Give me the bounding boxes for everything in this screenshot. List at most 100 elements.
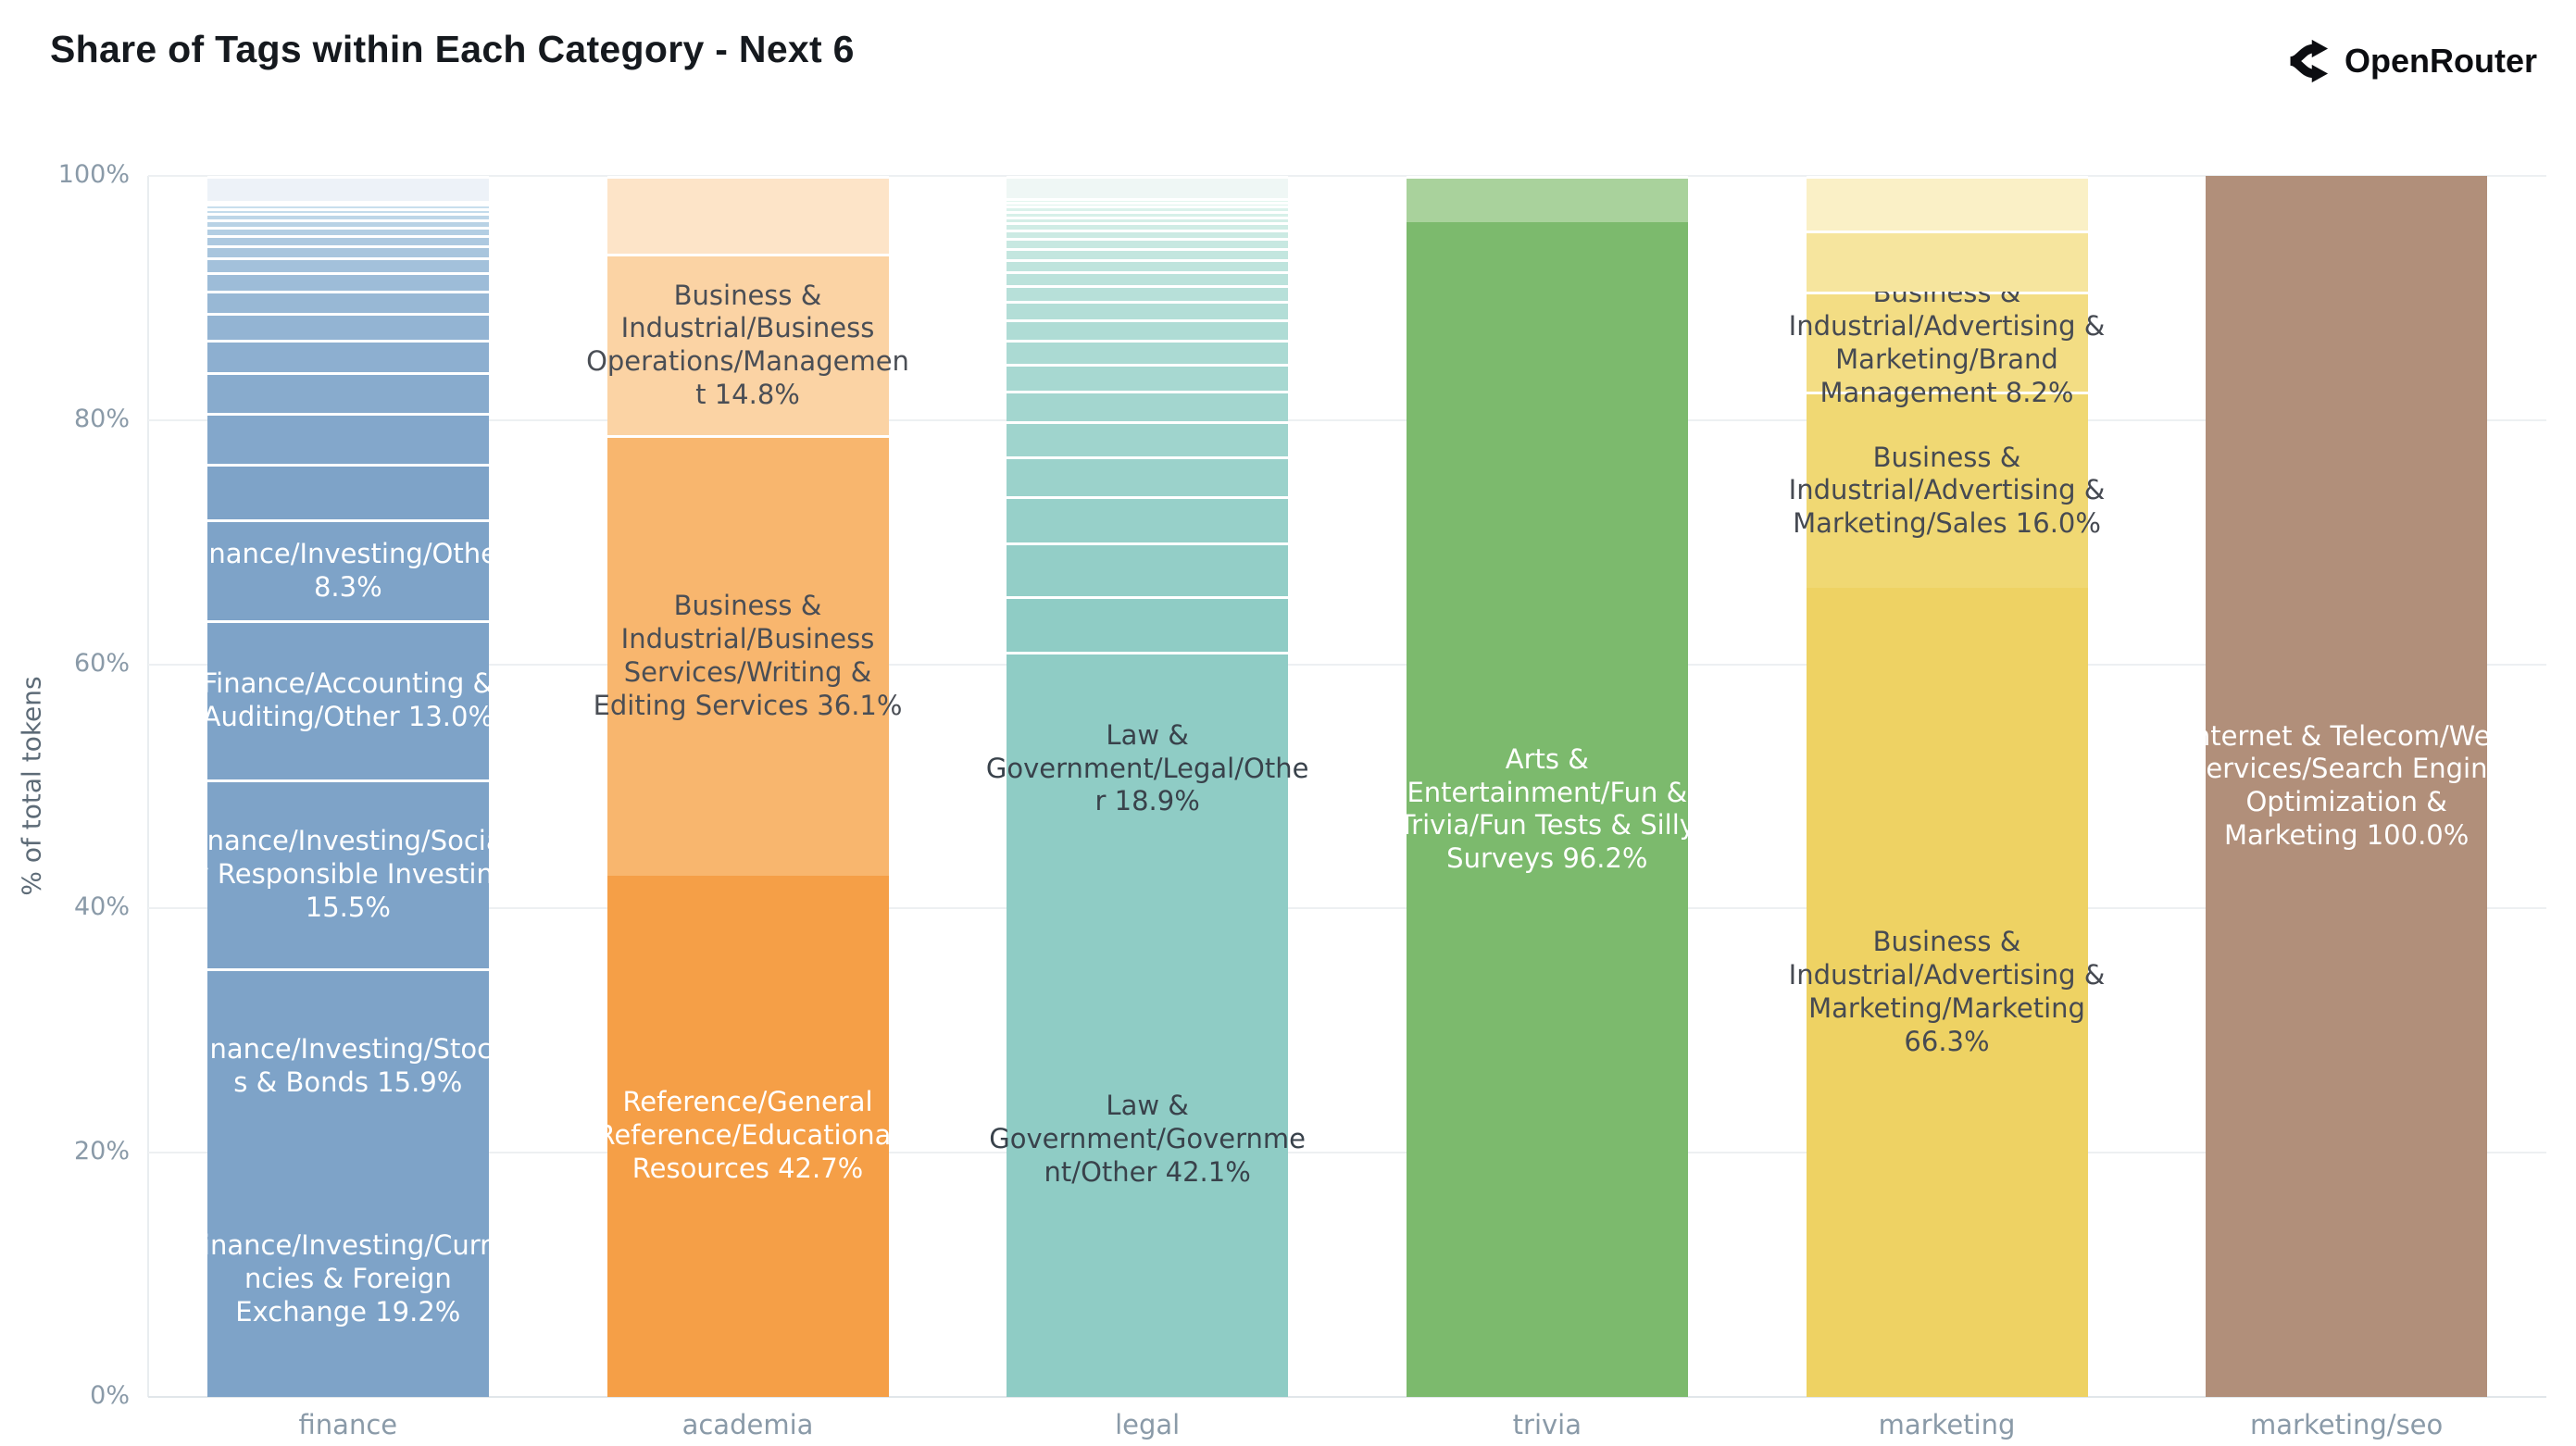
y-tick-label: 80%: [73, 404, 130, 433]
bar-segment: [1007, 390, 1289, 421]
bar-segment: [1007, 206, 1289, 211]
bar-segment: [206, 412, 489, 465]
y-axis-line: [147, 176, 149, 1397]
bar-trivia: Arts & Entertainment/Fun & Trivia/Fun Te…: [1399, 176, 1695, 1397]
bar-segment: [1007, 201, 1289, 206]
bar-segment: [1007, 247, 1289, 259]
bar-segment: Internet & Telecom/Web Services/Search E…: [2185, 176, 2507, 1397]
chart-title: Share of Tags within Each Category - Nex…: [50, 28, 855, 70]
bar-segment: [1406, 176, 1688, 223]
segment-label: Internet & Telecom/Web Services/Search E…: [2185, 719, 2507, 852]
bar-segment: Finance/Investing/Stocks & Bonds 15.9%: [189, 968, 507, 1163]
x-tick-label: legal: [1115, 1409, 1181, 1440]
gridline: [148, 663, 2546, 666]
bar-segment: [1007, 319, 1289, 341]
bar-academia: Reference/General Reference/Educational …: [586, 176, 909, 1397]
segment-label: Business & Industrial/Advertising & Mark…: [1788, 441, 2106, 540]
bar-segment: [1007, 210, 1289, 217]
bar-segment: Law & Government/Government/Other 42.1%: [989, 882, 1306, 1397]
gridline: [148, 907, 2546, 910]
bar-segment: Finance/Investing/Socially Responsible I…: [185, 779, 510, 969]
bar-segment: [1007, 340, 1289, 364]
segment-label: Business & Industrial/Business Operation…: [586, 279, 909, 411]
bar-segment: [206, 291, 489, 313]
gridline: [148, 1152, 2546, 1154]
bar-segment: [1007, 270, 1289, 286]
bar-segment: [206, 218, 489, 227]
segment-label: Finance/Investing/Currencies & Foreign E…: [189, 1229, 507, 1328]
bar-segment: Business & Industrial/Business Operation…: [586, 254, 909, 435]
gridline: [148, 175, 2546, 177]
bar-segment: Finance/Accounting & Auditing/Other 13.0…: [203, 620, 494, 779]
bar-segment: [1007, 455, 1289, 497]
bar-segment: [1806, 231, 2088, 293]
x-tick-label: marketing: [1878, 1409, 2016, 1440]
bar-segment: Finance/Investing/Other 8.3%: [188, 518, 508, 621]
bar-segment: [1007, 197, 1289, 202]
bar-segment: [1007, 301, 1289, 320]
bar-segment: [206, 372, 489, 413]
bar-segment: [1007, 230, 1289, 239]
plot-area: Finance/Investing/Currencies & Foreign E…: [147, 175, 2546, 1398]
bar-segment: [1007, 258, 1289, 271]
gridline: [148, 1396, 2546, 1398]
bar-segment: [1007, 238, 1289, 248]
bar-segment: [206, 272, 489, 292]
segment-label: Business & Industrial/Business Services/…: [593, 590, 903, 722]
y-tick-label: 60%: [73, 648, 130, 678]
bar-segment: Business & Industrial/Advertising & Mark…: [1789, 392, 2105, 588]
gridline: [148, 418, 2546, 421]
bar-segment: [206, 200, 489, 205]
segment-label: Finance/Accounting & Auditing/Other 13.0…: [202, 667, 494, 733]
openrouter-icon: [2282, 37, 2330, 85]
bar-segment: Finance/Investing/Currencies & Foreign E…: [189, 1162, 506, 1397]
x-tick-label: finance: [298, 1409, 398, 1440]
segment-label: Law & Government/Legal/Other 18.9%: [985, 718, 1309, 817]
bar-legal: Law & Government/Government/Other 42.1% L…: [986, 176, 1308, 1397]
segment-label: Finance/Investing/Socially Responsible I…: [185, 825, 511, 924]
y-tick-label: 40%: [73, 892, 130, 922]
segment-label: Arts & Entertainment/Fun & Trivia/Fun Te…: [1398, 742, 1695, 875]
bar-segment: Reference/General Reference/Educational …: [596, 875, 899, 1397]
x-tick-label: marketing/seo: [2250, 1409, 2444, 1440]
bar-segment: [1007, 496, 1289, 543]
bar-marketing-seo: Internet & Telecom/Web Services/Search E…: [2185, 176, 2507, 1397]
bar-segment: [1007, 420, 1289, 456]
bar-segment: [1007, 285, 1289, 302]
bar-segment: [1007, 222, 1289, 231]
bar-segment: [206, 235, 489, 246]
bar-segment: Business & Industrial/Business Services/…: [594, 434, 902, 876]
segment-label: Business & Industrial/Advertising & Mark…: [1788, 925, 2106, 1057]
x-tick-label: trivia: [1512, 1409, 1582, 1440]
segment-label: Business & Industrial/Advertising & Mark…: [1788, 277, 2106, 408]
bar-segment: [606, 176, 889, 255]
bar-segment: [206, 176, 489, 201]
bar-segment: Business & Industrial/Advertising & Mark…: [1789, 587, 2105, 1397]
y-axis-title: % of total tokens: [16, 676, 47, 896]
openrouter-logo: OpenRouter: [2282, 37, 2537, 85]
bar-segment: Arts & Entertainment/Fun & Trivia/Fun Te…: [1399, 222, 1695, 1397]
segment-label: Reference/General Reference/Educational …: [596, 1086, 899, 1185]
bar-segment: Law & Government/Legal/Other 18.9%: [986, 652, 1308, 883]
segment-label: Finance/Investing/Other 8.3%: [187, 537, 508, 603]
bar-segment: [206, 213, 489, 219]
bar-segment: Business & Industrial/Advertising & Mark…: [1789, 277, 2106, 408]
bar-segment: [206, 312, 489, 340]
segment-label: Finance/Investing/Stocks & Bonds 15.9%: [188, 1033, 507, 1099]
bar-segment: [1007, 216, 1289, 223]
bar-segment: [206, 208, 489, 214]
bar-segment: [206, 204, 489, 209]
bar-segment: [1007, 542, 1289, 597]
bar-segment: [206, 257, 489, 273]
y-tick-label: 100%: [57, 160, 130, 189]
y-tick-label: 0%: [90, 1381, 130, 1410]
bar-segment: [206, 339, 489, 373]
x-tick-label: academia: [682, 1409, 814, 1440]
y-tick-label: 20%: [73, 1137, 130, 1166]
bar-segment: [1806, 176, 2088, 231]
bar-segment: [206, 226, 489, 236]
segment-label: Law & Government/Government/Other 42.1%: [989, 1090, 1307, 1189]
bar-segment: [1007, 176, 1289, 198]
bar-segment: [1007, 596, 1289, 653]
